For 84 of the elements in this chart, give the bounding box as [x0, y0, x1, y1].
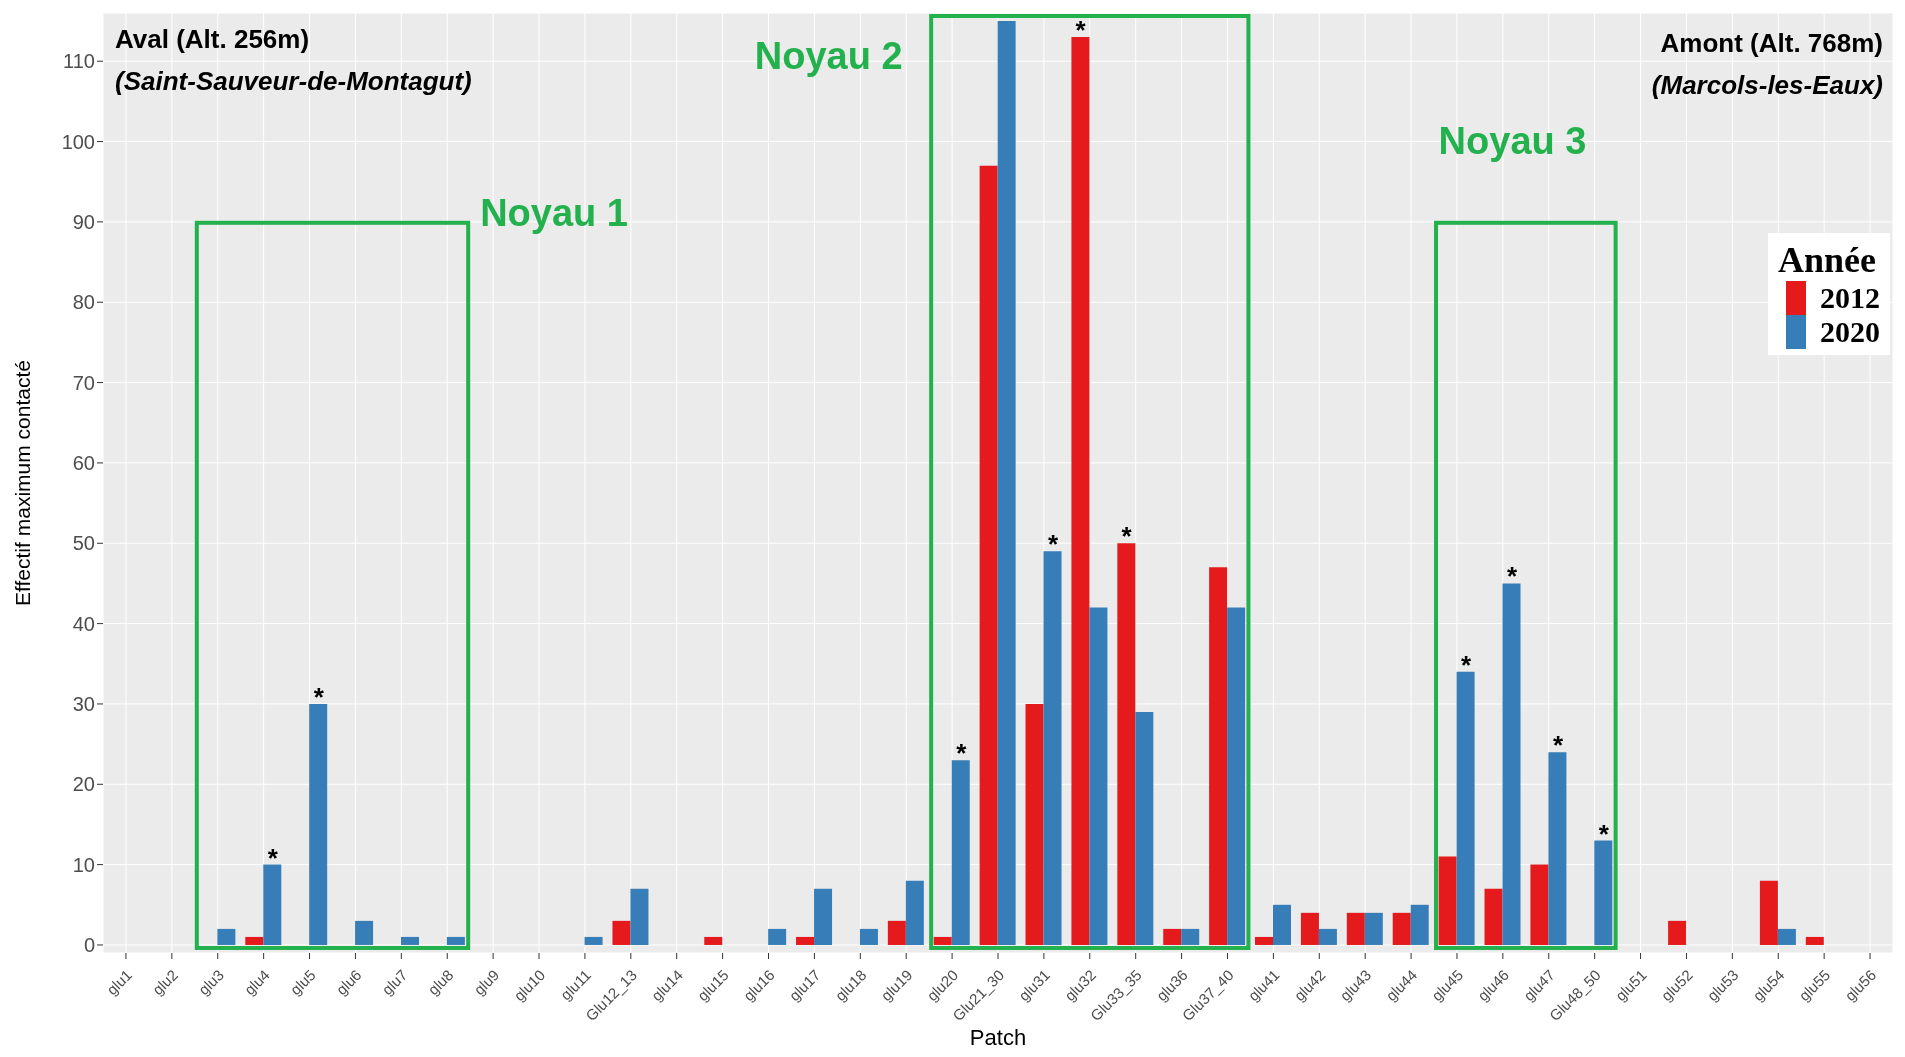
y-tick-label: 30: [72, 693, 95, 716]
x-axis-title: Patch: [969, 1025, 1027, 1050]
bar: [979, 165, 998, 945]
bar: [612, 920, 631, 945]
bar: [217, 928, 236, 945]
bar: [1071, 37, 1090, 945]
annotation: Noyau 3: [1438, 120, 1587, 163]
legend-label: 2012: [1819, 281, 1880, 315]
bar: [814, 888, 833, 945]
annotation: Amont (Alt. 768m): [1660, 28, 1883, 59]
bar: [1346, 912, 1365, 945]
bar: [905, 880, 924, 945]
bar: [1025, 703, 1044, 945]
legend-label: 2020: [1819, 315, 1880, 349]
bar: [355, 920, 374, 945]
bar: [1209, 567, 1228, 945]
y-tick-label: 40: [72, 612, 95, 635]
y-tick-label: 70: [72, 371, 95, 394]
bar: [1392, 912, 1411, 945]
bar: [1227, 607, 1246, 945]
bar: [1484, 888, 1503, 945]
bar: [1502, 583, 1521, 945]
bar: [1668, 920, 1687, 945]
bar: [1759, 880, 1778, 945]
annotation: Noyau 2: [754, 35, 903, 78]
annotation: (Saint-Sauveur-de-Montagut): [115, 66, 472, 97]
bar: [997, 21, 1016, 945]
annotation: *: [267, 842, 279, 873]
bar: [1117, 543, 1136, 945]
y-tick-label: 100: [61, 130, 95, 153]
bar: [887, 920, 906, 945]
annotation: *: [1121, 521, 1133, 552]
annotation: *: [1461, 649, 1473, 680]
bar: [630, 888, 649, 945]
annotation: *: [1552, 730, 1564, 761]
bar: [933, 936, 952, 945]
y-tick-label: 110: [63, 50, 95, 73]
bar: [400, 936, 419, 945]
bar: [1255, 936, 1274, 945]
y-axis-title: Effectif maximum contacté: [11, 360, 34, 606]
bar: [859, 928, 878, 945]
bar: [1594, 840, 1613, 945]
bar: [446, 936, 465, 945]
annotation: *: [313, 681, 325, 712]
legend-title: Année: [1778, 239, 1877, 281]
bar: [1438, 856, 1457, 945]
bar: [1318, 928, 1337, 945]
bar: [584, 936, 603, 945]
y-tick-label: 80: [72, 291, 95, 314]
bar: [263, 864, 282, 945]
bar: [1456, 671, 1475, 945]
y-tick-label: 0: [83, 934, 95, 957]
y-tick-label: 60: [72, 452, 95, 475]
bar: [768, 928, 787, 945]
annotation: *: [1598, 818, 1610, 849]
bar: [1364, 912, 1383, 945]
bar: [1548, 752, 1567, 945]
annotation: (Marcols-les-Eaux): [1651, 70, 1883, 101]
bar: [796, 936, 815, 945]
y-tick-label: 50: [72, 532, 95, 555]
bar: [1135, 711, 1154, 945]
bar: [1300, 912, 1319, 945]
y-tick-label: 90: [72, 210, 95, 233]
y-tick-label: 10: [72, 853, 95, 876]
bar: [704, 936, 723, 945]
annotation: *: [1048, 529, 1060, 560]
bar: [1805, 936, 1824, 945]
bar: [309, 703, 328, 945]
bar: [1273, 904, 1292, 945]
bar: [1530, 864, 1549, 945]
bar: [1410, 904, 1429, 945]
annotation: Aval (Alt. 256m): [115, 24, 310, 55]
bar: [1777, 928, 1796, 945]
annotation: *: [956, 738, 968, 769]
bar: [245, 936, 264, 945]
bar: [1043, 551, 1062, 945]
annotation: Noyau 1: [480, 192, 628, 236]
annotation: *: [1075, 15, 1087, 46]
bar: [1163, 928, 1182, 945]
annotation: *: [1506, 561, 1518, 592]
y-tick-label: 20: [72, 773, 95, 796]
bar: [951, 760, 970, 945]
bar: [1181, 928, 1200, 945]
bar: [1089, 607, 1108, 945]
